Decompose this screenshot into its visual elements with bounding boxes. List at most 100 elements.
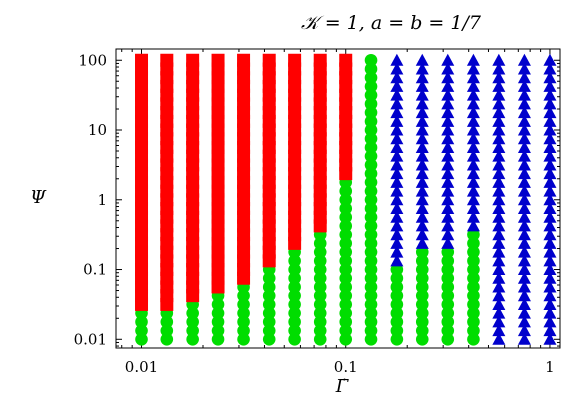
- x-axis-title: Γ̇: [335, 376, 350, 397]
- blue-triangle-marker: [543, 289, 557, 302]
- green-circle-marker: [339, 237, 353, 250]
- blue-triangle-marker: [543, 106, 557, 119]
- green-circle-marker: [415, 315, 429, 329]
- blue-triangle-marker: [415, 132, 429, 145]
- green-circle-marker: [415, 332, 429, 346]
- blue-triangle-marker: [390, 97, 404, 110]
- blue-triangle-marker: [390, 140, 404, 153]
- blue-triangle-marker: [517, 315, 531, 328]
- blue-triangle-marker: [543, 228, 557, 241]
- blue-triangle-marker: [466, 140, 480, 153]
- red-square-marker: [262, 53, 276, 67]
- blue-triangle-marker: [492, 254, 506, 267]
- blue-triangle-marker: [492, 158, 506, 171]
- blue-triangle-marker: [492, 123, 506, 136]
- blue-triangle-marker: [492, 245, 506, 258]
- green-circle-marker: [364, 219, 378, 233]
- green-circle-marker: [364, 245, 378, 259]
- green-circle-marker: [364, 237, 378, 250]
- green-circle-marker: [364, 193, 378, 207]
- red-square-marker: [237, 53, 251, 67]
- green-circle-marker: [339, 332, 353, 346]
- blue-triangle-marker: [390, 106, 404, 119]
- blue-triangle-marker: [492, 210, 506, 223]
- green-circle-marker: [364, 53, 378, 67]
- blue-triangle-marker: [390, 132, 404, 145]
- blue-triangle-marker: [441, 114, 455, 127]
- green-circle-marker: [415, 298, 429, 311]
- blue-triangle-marker: [466, 219, 480, 232]
- blue-triangle-marker: [517, 167, 531, 180]
- green-circle-marker: [441, 298, 455, 311]
- green-circle-marker: [288, 289, 301, 302]
- green-circle-marker: [415, 254, 429, 268]
- green-circle-marker: [339, 184, 353, 198]
- blue-triangle-marker: [492, 114, 506, 127]
- green-circle-marker: [339, 228, 353, 241]
- blue-triangle-marker: [415, 184, 429, 197]
- y-tick-label: 0.01: [74, 330, 107, 348]
- blue-triangle-marker: [492, 280, 506, 293]
- blue-triangle-marker: [543, 201, 557, 215]
- green-circle-marker: [313, 237, 327, 250]
- green-circle-marker: [364, 298, 378, 311]
- blue-triangle-marker: [492, 79, 506, 92]
- blue-triangle-marker: [543, 263, 557, 276]
- green-circle-marker: [415, 324, 429, 337]
- blue-triangle-marker: [492, 149, 506, 162]
- green-circle-marker: [288, 263, 301, 276]
- blue-triangle-marker: [390, 71, 404, 84]
- blue-triangle-marker: [492, 184, 506, 197]
- green-circle-marker: [364, 315, 378, 329]
- green-circle-marker: [364, 115, 378, 128]
- blue-triangle-marker: [517, 140, 531, 153]
- blue-triangle-marker: [543, 158, 557, 171]
- blue-triangle-marker: [415, 236, 429, 249]
- green-circle-marker: [262, 280, 276, 294]
- blue-triangle-marker: [415, 53, 429, 66]
- green-circle-marker: [467, 306, 480, 320]
- green-circle-marker: [186, 332, 199, 346]
- green-circle-marker: [364, 306, 378, 320]
- blue-triangle-marker: [415, 175, 429, 188]
- y-tick-label: 10: [88, 121, 107, 139]
- blue-triangle-marker: [390, 245, 404, 258]
- green-circle-marker: [288, 332, 301, 346]
- blue-triangle-marker: [415, 228, 429, 241]
- green-circle-marker: [441, 306, 455, 320]
- green-circle-marker: [288, 306, 301, 320]
- blue-triangle-marker: [441, 88, 455, 101]
- green-circle-marker: [211, 324, 225, 337]
- blue-triangle-marker: [466, 62, 480, 75]
- green-circle-marker: [288, 254, 301, 268]
- blue-triangle-marker: [517, 193, 531, 206]
- green-circle-marker: [313, 332, 327, 346]
- blue-triangle-marker: [517, 263, 531, 276]
- blue-triangle-marker: [390, 228, 404, 241]
- blue-triangle-marker: [415, 62, 429, 75]
- blue-triangle-marker: [517, 236, 531, 249]
- blue-triangle-marker: [517, 175, 531, 188]
- green-circle-marker: [364, 184, 378, 198]
- blue-triangle-marker: [390, 175, 404, 188]
- green-circle-marker: [467, 254, 480, 268]
- blue-triangle-marker: [492, 175, 506, 188]
- green-circle-marker: [364, 167, 378, 180]
- blue-triangle-marker: [517, 158, 531, 171]
- green-circle-marker: [313, 315, 327, 329]
- green-circle-marker: [339, 202, 353, 215]
- blue-triangle-marker: [466, 175, 480, 188]
- data-markers: [135, 53, 557, 346]
- blue-triangle-marker: [466, 193, 480, 206]
- blue-triangle-marker: [390, 184, 404, 197]
- blue-triangle-marker: [517, 62, 531, 75]
- green-circle-marker: [237, 315, 250, 329]
- blue-triangle-marker: [415, 201, 429, 215]
- green-circle-marker: [262, 271, 276, 285]
- green-circle-marker: [339, 210, 353, 224]
- green-circle-marker: [135, 315, 148, 329]
- green-circle-marker: [313, 324, 327, 337]
- green-circle-marker: [390, 315, 404, 329]
- blue-triangle-marker: [441, 132, 455, 145]
